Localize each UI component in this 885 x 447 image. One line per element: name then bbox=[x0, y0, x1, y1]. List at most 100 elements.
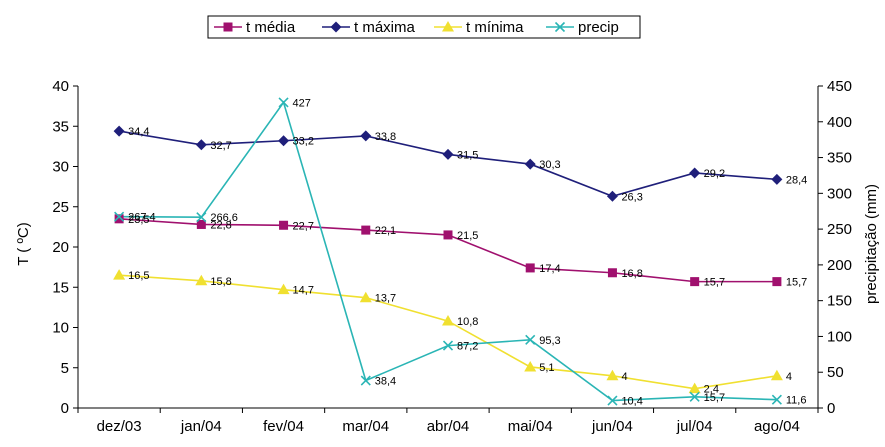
legend-marker-precip bbox=[554, 21, 566, 33]
marker-t-maxima bbox=[689, 167, 701, 179]
marker-precip bbox=[196, 212, 207, 223]
legend: t média t máxima t mínima precip bbox=[207, 15, 641, 39]
y-right-tick-label: 300 bbox=[827, 185, 852, 202]
y-left-tick-label: 0 bbox=[61, 400, 69, 417]
data-label-t-media: 23,5 bbox=[128, 214, 149, 226]
data-label-t-minima: 14,7 bbox=[293, 285, 314, 297]
marker-t-minima bbox=[359, 291, 372, 303]
data-label-precip: 38,4 bbox=[375, 376, 396, 388]
data-label-t-media: 22,1 bbox=[375, 225, 396, 237]
legend-box bbox=[207, 15, 641, 39]
marker-t-minima bbox=[277, 283, 290, 295]
y-left-tick-label: 25 bbox=[52, 199, 69, 216]
marker-t-media bbox=[525, 263, 535, 273]
marker-t-minima bbox=[688, 382, 701, 394]
data-label-t-maxima: 26,3 bbox=[621, 191, 642, 203]
data-label-precip: 427 bbox=[293, 97, 311, 109]
axes: 0510152025303540050100150200250300350400… bbox=[15, 78, 880, 435]
y-left-tick-label: 30 bbox=[52, 159, 69, 176]
marker-precip bbox=[607, 395, 618, 406]
y-right-tick-label: 400 bbox=[827, 114, 852, 131]
marker-t-minima bbox=[606, 369, 619, 381]
data-label-t-maxima: 32,7 bbox=[210, 140, 231, 152]
y-right-tick-label: 0 bbox=[827, 400, 835, 417]
x-tick-label: fev/04 bbox=[263, 418, 304, 435]
marker-t-minima bbox=[442, 315, 454, 326]
data-label-precip: 95,3 bbox=[539, 335, 560, 347]
data-label-precip: 87,2 bbox=[457, 341, 478, 353]
marker-t-maxima bbox=[606, 190, 618, 202]
y-right-tick-label: 150 bbox=[827, 293, 852, 310]
y-left-axis-title: T ( ºC) bbox=[15, 222, 32, 266]
data-label-t-minima: 2,4 bbox=[704, 384, 719, 396]
data-label-t-maxima: 28,4 bbox=[786, 174, 807, 186]
y-left-tick-label: 20 bbox=[52, 239, 69, 256]
data-label-t-maxima: 33,2 bbox=[293, 136, 314, 148]
marker-t-media bbox=[443, 230, 453, 240]
data-label-precip: 15,7 bbox=[704, 392, 725, 404]
marker-t-maxima bbox=[278, 135, 290, 147]
x-tick-label: abr/04 bbox=[427, 418, 470, 435]
marker-t-minima bbox=[770, 369, 783, 381]
y-right-tick-label: 50 bbox=[827, 364, 844, 381]
data-label-t-minima: 13,7 bbox=[375, 293, 396, 305]
data-label-t-media: 22,8 bbox=[210, 219, 231, 231]
x-tick-label: jul/04 bbox=[676, 418, 713, 435]
marker-precip bbox=[689, 391, 700, 402]
marker-t-media bbox=[361, 225, 371, 235]
legend-marker-t-media bbox=[223, 22, 233, 32]
data-label-t-minima: 5,1 bbox=[539, 362, 554, 374]
y-right-tick-label: 450 bbox=[827, 78, 852, 95]
data-label-t-maxima: 31,5 bbox=[457, 149, 478, 161]
marker-precip bbox=[771, 394, 782, 405]
x-tick-label: mar/04 bbox=[342, 418, 389, 435]
data-label-t-maxima: 29,2 bbox=[704, 168, 725, 180]
marker-t-maxima bbox=[442, 148, 454, 160]
y-right-tick-label: 100 bbox=[827, 328, 852, 345]
marker-precip bbox=[278, 97, 289, 108]
x-tick-label: jun/04 bbox=[591, 418, 633, 435]
data-label-t-media: 15,7 bbox=[704, 277, 725, 289]
data-label-t-minima: 10,8 bbox=[457, 316, 478, 328]
data-label-t-maxima: 34,4 bbox=[128, 126, 149, 138]
marker-t-media bbox=[690, 277, 700, 287]
x-tick-label: ago/04 bbox=[754, 418, 800, 435]
data-label-t-media: 16,8 bbox=[621, 268, 642, 280]
data-label-t-maxima: 30,3 bbox=[539, 159, 560, 171]
legend-label-t-maxima: t máxima bbox=[354, 19, 416, 36]
marker-t-maxima bbox=[524, 158, 536, 170]
data-label-precip: 11,6 bbox=[786, 395, 807, 407]
marker-precip bbox=[360, 375, 371, 386]
series-line-t-minima bbox=[119, 274, 778, 390]
y-left-tick-label: 40 bbox=[52, 78, 69, 95]
legend-label-t-media: t média bbox=[246, 19, 296, 36]
marker-t-media bbox=[607, 268, 617, 278]
marker-precip bbox=[525, 334, 536, 345]
y-left-tick-label: 15 bbox=[52, 279, 69, 296]
legend-label-t-minima: t mínima bbox=[466, 19, 524, 36]
marker-t-maxima bbox=[360, 130, 372, 142]
y-right-axis-title: precipitação (mm) bbox=[863, 184, 880, 304]
data-labels: 23,5 22,8 22,7 22,1 21,5 17,4 16,8 15,7 15,7 34,4… bbox=[128, 97, 807, 407]
y-right-tick-label: 200 bbox=[827, 257, 852, 274]
data-label-precip: 10,4 bbox=[621, 396, 642, 408]
marker-t-minima bbox=[195, 274, 208, 286]
data-label-t-media: 22,7 bbox=[293, 220, 314, 232]
x-tick-label: jan/04 bbox=[180, 418, 222, 435]
marker-t-maxima bbox=[195, 139, 207, 151]
x-tick-label: mai/04 bbox=[508, 418, 553, 435]
series-markers bbox=[113, 97, 783, 406]
data-label-t-minima: 15,8 bbox=[210, 276, 231, 288]
marker-t-minima bbox=[524, 360, 537, 372]
x-tick-label: dez/03 bbox=[97, 418, 142, 435]
legend-marker-t-minima bbox=[442, 21, 454, 32]
data-label-t-media: 15,7 bbox=[786, 277, 807, 289]
marker-precip bbox=[442, 340, 454, 351]
marker-precip bbox=[114, 211, 125, 222]
marker-t-maxima bbox=[771, 173, 783, 185]
marker-t-media bbox=[196, 219, 206, 229]
y-right-tick-label: 350 bbox=[827, 150, 852, 167]
marker-t-minima bbox=[113, 269, 126, 280]
marker-t-media bbox=[772, 277, 782, 287]
